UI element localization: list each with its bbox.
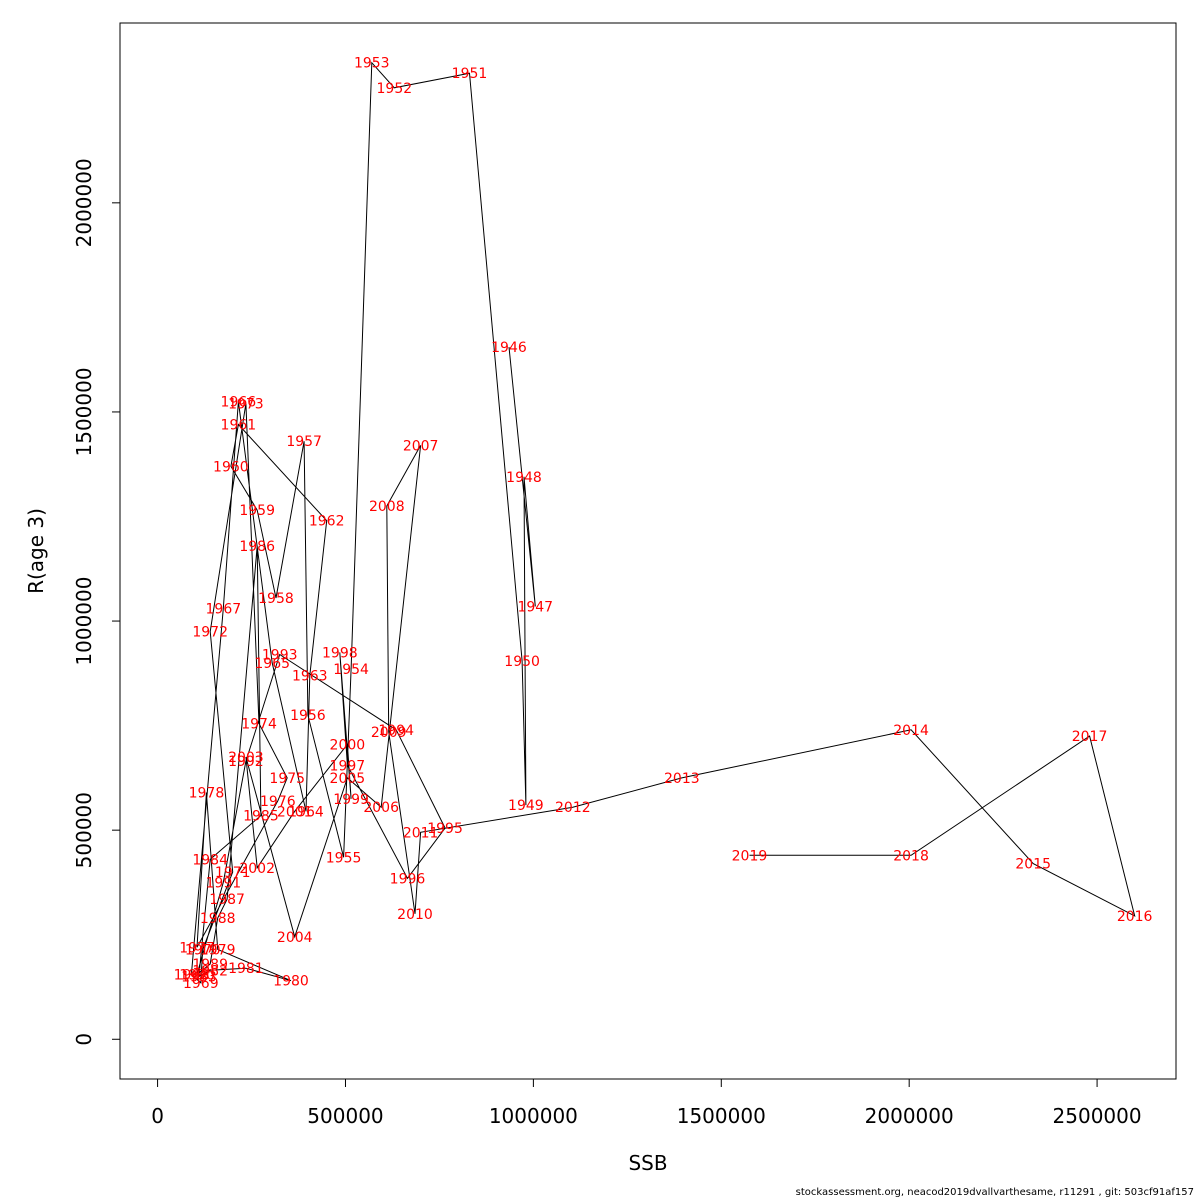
point-label-1958: 1958 [258, 591, 294, 607]
point-label-1997: 1997 [330, 758, 366, 774]
point-label-1965: 1965 [254, 656, 290, 672]
point-label-1954: 1954 [333, 662, 369, 678]
x-tick-label: 0 [151, 1104, 164, 1128]
point-label-1951: 1951 [452, 66, 488, 82]
point-label-2016: 2016 [1117, 909, 1153, 925]
point-label-1952: 1952 [377, 81, 413, 97]
plot-frame [119, 22, 1177, 1080]
point-label-1972: 1972 [192, 625, 228, 641]
point-label-1974: 1974 [241, 717, 277, 733]
y-tick-label: 2000000 [72, 158, 96, 247]
point-label-1977: 1977 [179, 940, 215, 956]
point-label-1948: 1948 [506, 470, 542, 486]
point-label-1978: 1978 [189, 786, 225, 802]
point-label-1959: 1959 [239, 503, 275, 519]
y-tick-label: 1500000 [72, 367, 96, 456]
x-tick-label: 2500000 [1053, 1104, 1142, 1128]
point-label-1979: 1979 [200, 942, 236, 958]
point-label-1995: 1995 [427, 821, 463, 837]
point-label-2013: 2013 [664, 771, 700, 787]
point-label-2003: 2003 [228, 750, 264, 766]
point-label-1986: 1986 [239, 539, 275, 555]
y-tick-label: 1000000 [72, 577, 96, 666]
x-tick-label: 1500000 [677, 1104, 766, 1128]
point-label-1973: 1973 [228, 397, 264, 413]
point-label-2006: 2006 [363, 800, 399, 816]
point-label-1950: 1950 [504, 654, 540, 670]
x-tick-label: 500000 [307, 1104, 383, 1128]
point-label-1961: 1961 [221, 417, 257, 433]
point-label-1982: 1982 [192, 963, 228, 979]
y-axis: 0 500000 1000000 1500000 2000000 [72, 158, 121, 1046]
point-label-1966: 1966 [221, 394, 257, 410]
point-label-1962: 1962 [309, 514, 345, 530]
point-label-1994: 1994 [378, 723, 414, 739]
point-label-1983: 1983 [181, 970, 217, 986]
point-label-1964: 1964 [288, 804, 324, 820]
point-label-1985: 1985 [243, 809, 279, 825]
point-label-1969: 1969 [183, 976, 219, 992]
x-axis: 0 500000 1000000 1500000 2000000 2500000 [151, 1078, 1142, 1128]
point-label-2019: 2019 [732, 848, 768, 864]
point-label-2004: 2004 [277, 930, 313, 946]
point-label-2015: 2015 [1015, 857, 1051, 873]
point-label-1987: 1987 [209, 892, 245, 908]
point-label-1970: 1970 [185, 942, 221, 958]
point-label-1999: 1999 [333, 792, 369, 808]
point-label-2007: 2007 [403, 438, 439, 454]
point-label-1960: 1960 [213, 459, 249, 475]
point-label-2011: 2011 [403, 825, 439, 841]
y-axis-title: R(age 3) [24, 508, 48, 594]
point-label-2017: 2017 [1072, 729, 1108, 745]
x-tick-label: 1000000 [489, 1104, 578, 1128]
point-label-1975: 1975 [269, 771, 305, 787]
y-tick-label: 0 [72, 1033, 96, 1046]
point-label-1984: 1984 [192, 852, 228, 868]
point-label-1947: 1947 [517, 599, 553, 615]
point-label-1946: 1946 [491, 340, 527, 356]
point-labels: 1946 1947 1948 1949 1950 1951 1952 1953 1954 1955… [174, 56, 1153, 992]
point-label-2009: 2009 [371, 725, 407, 741]
point-label-1998: 1998 [322, 645, 358, 661]
point-label-2014: 2014 [893, 723, 929, 739]
series-line [190, 61, 1136, 984]
point-label-1957: 1957 [286, 434, 322, 450]
point-label-1953: 1953 [354, 56, 390, 72]
point-label-1949: 1949 [508, 798, 544, 814]
point-label-2010: 2010 [397, 907, 433, 923]
point-label-1981: 1981 [228, 961, 264, 977]
point-label-1968: 1968 [174, 967, 210, 983]
footer-note: stockassessment.org, neacod2019dvallvart… [795, 1187, 1194, 1198]
point-label-1980: 1980 [273, 974, 309, 990]
point-label-1996: 1996 [390, 871, 426, 887]
point-label-1989: 1989 [192, 957, 228, 973]
point-label-2002: 2002 [239, 861, 275, 877]
point-label-2000: 2000 [330, 737, 366, 753]
x-axis-title: SSB [628, 1151, 667, 1175]
point-label-1976: 1976 [260, 794, 296, 810]
point-label-1993: 1993 [262, 648, 298, 664]
point-label-1963: 1963 [292, 668, 328, 684]
y-tick-label: 500000 [72, 792, 96, 868]
point-label-1991: 1991 [206, 875, 242, 891]
point-label-1971: 1971 [215, 865, 251, 881]
point-label-2005: 2005 [330, 771, 366, 787]
point-label-1955: 1955 [326, 850, 362, 866]
point-label-2018: 2018 [893, 848, 929, 864]
point-label-1988: 1988 [200, 911, 236, 927]
sr-trajectory-line [190, 61, 1136, 984]
x-tick-label: 2000000 [865, 1104, 954, 1128]
point-label-1967: 1967 [206, 602, 242, 618]
point-label-2008: 2008 [369, 499, 405, 515]
point-label-1956: 1956 [290, 708, 326, 724]
point-label-1992: 1992 [228, 754, 264, 770]
point-label-1990: 1990 [179, 967, 215, 983]
point-label-2012: 2012 [555, 800, 591, 816]
point-label-2001: 2001 [277, 804, 313, 820]
